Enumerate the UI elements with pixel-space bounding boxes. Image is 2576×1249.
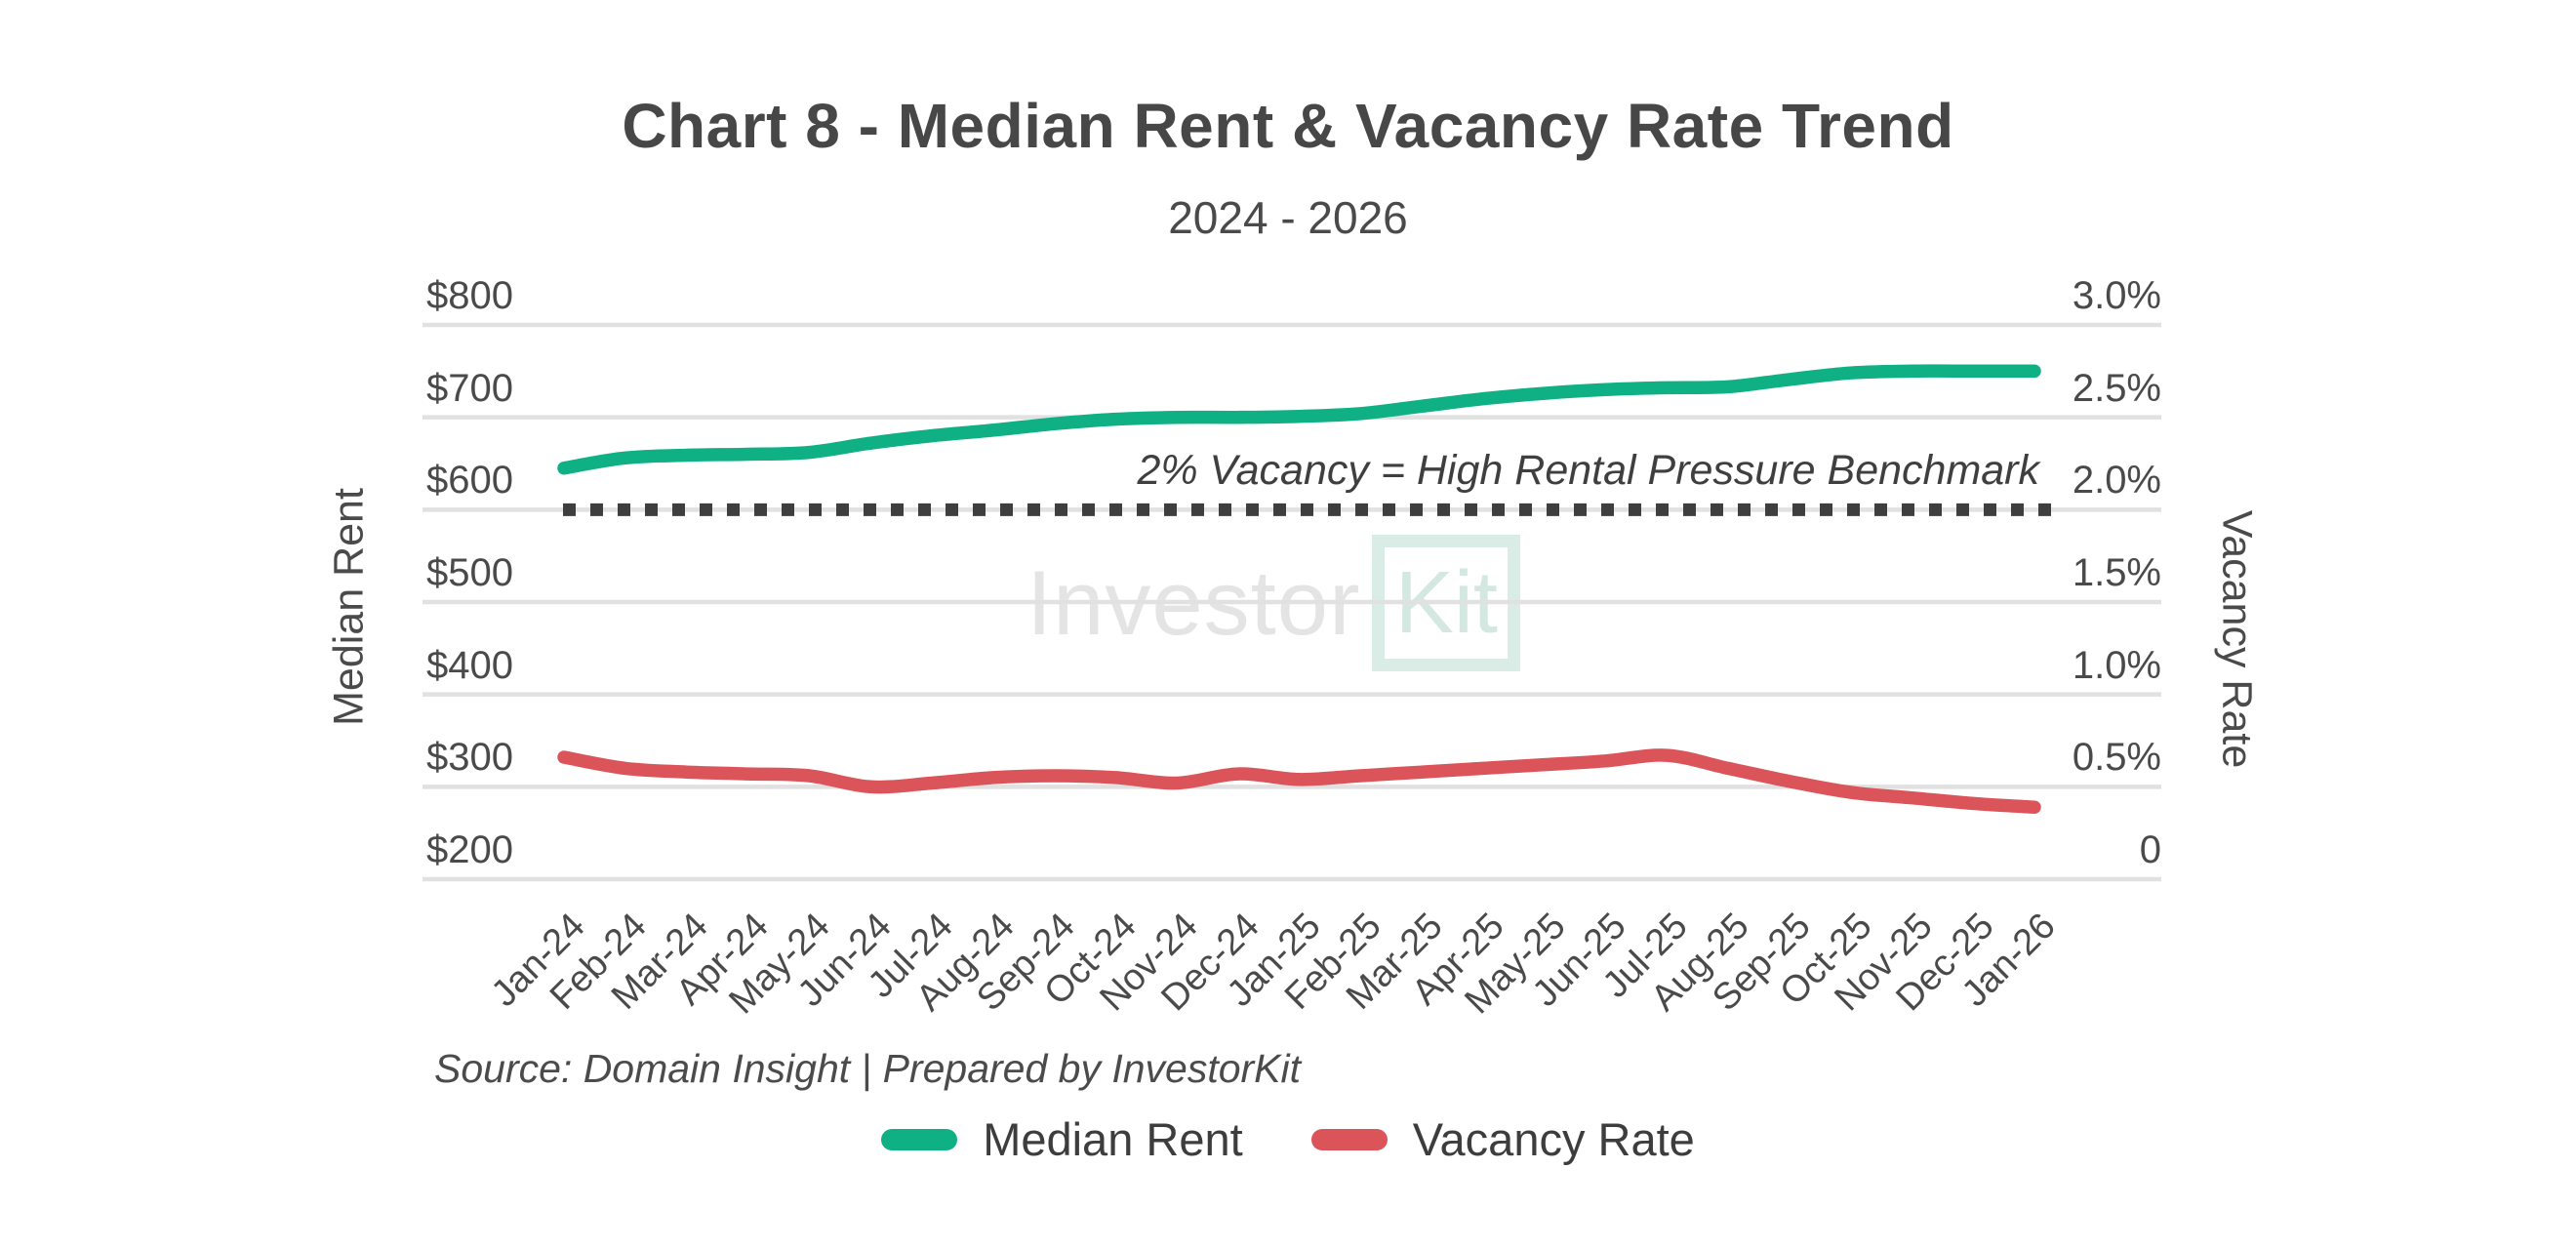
chart-subtitle: 2024 - 2026: [1168, 192, 1408, 243]
y-tick-label-left: $600: [426, 459, 513, 503]
median-rent-line: [557, 364, 2041, 475]
y-tick-label-right: 3.0%: [2072, 274, 2161, 317]
legend-label-median-rent: Median Rent: [983, 1113, 1243, 1165]
y-tick-label-right: 0: [2139, 828, 2161, 871]
y-tick-label-left: $500: [426, 551, 513, 594]
benchmark-annotation: 2% Vacancy = High Rental Pressure Benchm…: [1137, 447, 2039, 494]
right-axis-title: Vacancy Rate: [2213, 509, 2261, 769]
source-note: Source: Domain Insight | Prepared by Inv…: [434, 1046, 1302, 1091]
y-tick-label-right: 2.5%: [2072, 366, 2161, 410]
legend-label-vacancy-rate: Vacancy Rate: [1412, 1113, 1695, 1165]
vacancy-rate-line: [557, 748, 2041, 814]
legend-swatch-vacancy-rate: [1310, 1128, 1388, 1150]
y-tick-label-left: $300: [426, 736, 513, 780]
y-tick-label-right: 2.0%: [2072, 459, 2161, 503]
legend-swatch-median-rent: [881, 1128, 958, 1150]
y-tick-label-right: 1.0%: [2072, 643, 2161, 687]
y-tick-label-right: 1.5%: [2072, 551, 2161, 594]
legend-item-median-rent: Median Rent: [881, 1112, 1243, 1166]
legend: Median Rent Vacancy Rate: [0, 1112, 2576, 1166]
y-tick-label-left: $700: [426, 366, 513, 410]
legend-item-vacancy-rate: Vacancy Rate: [1310, 1112, 1695, 1166]
y-tick-label-left: $200: [426, 828, 513, 871]
y-tick-label-right: 0.5%: [2072, 736, 2161, 780]
y-tick-label-left: $400: [426, 643, 513, 687]
y-tick-label-left: $800: [426, 274, 513, 317]
chart-title: Chart 8 - Median Rent & Vacancy Rate Tre…: [622, 91, 1954, 161]
left-axis-title: Median Rent: [325, 488, 373, 726]
